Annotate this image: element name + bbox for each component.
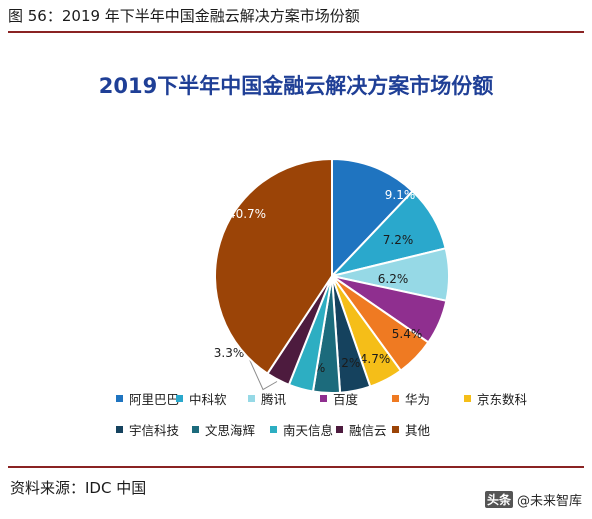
legend-label: 华为 [405,392,431,407]
legend-item: 南天信息 [270,420,333,439]
legend-item: 腾讯 [248,389,286,408]
pie-slice-11 [214,157,333,375]
toutiao-logo: 头条 [484,491,513,508]
legend-item: 京东数科 [464,389,527,408]
legend-swatch [270,426,277,433]
legend-item: 融信云 [336,420,387,439]
pie-slice-1 [331,157,415,279]
pie-chart: 2019下半年中国金融云解决方案市场份额 12.1% 9.1% 7.2% 6.2% 5.… [0,36,592,466]
legend-item: 宇信科技 [116,420,179,439]
data-label-3: 7.2% [383,233,414,247]
data-label-4: 6.2% [378,272,409,286]
legend-label: 京东数科 [477,392,528,407]
legend-swatch [116,426,123,433]
data-label-2: 9.1% [385,188,416,202]
legend-label: 百度 [333,392,359,407]
legend-item: 其他 [392,420,430,439]
legend-label: 阿里巴巴 [129,392,180,407]
legend-label: 腾讯 [261,392,287,407]
legend-item: 百度 [320,389,358,408]
data-label-1: 12.1% [349,148,387,162]
legend-label: 融信云 [349,423,387,438]
chart-title: 2019下半年中国金融云解决方案市场份额 [98,74,494,98]
data-label-11: 40.7% [228,207,266,221]
legend-item: 华为 [392,389,430,408]
legend-label: 文思海辉 [205,423,256,438]
legend-swatch [392,395,399,402]
data-label-10: 3.3% [214,346,245,360]
legend-item: 中科软 [176,389,227,408]
bottom-divider [8,466,584,468]
legend-label: 其他 [405,423,431,438]
legend-swatch [248,395,255,402]
legend-swatch [192,426,199,433]
legend-swatch [464,395,471,402]
figure-caption: 图 56：2019 年下半年中国金融云解决方案市场份额 [8,5,584,33]
source-note: 资料来源：IDC 中国 [10,479,147,497]
chart-legend: 阿里巴巴 中科软 腾讯 百度 华为 京东数科宇信科技 文思海辉 南天信息 融信云 其他 [0,36,592,466]
legend-swatch [392,426,399,433]
legend-swatch [336,426,343,433]
data-label-5: 5.4% [392,327,423,341]
legend-label: 宇信科技 [129,423,180,438]
legend-label: 南天信息 [283,423,334,438]
legend-swatch [116,395,123,402]
legend-item: 文思海辉 [192,420,255,439]
pie-svg: 12.1%9.1%7.2%6.2%5.4%4.7%4.2%3.7%3.4%3.3… [214,148,450,394]
legend-label: 中科软 [189,392,227,407]
legend-swatch [176,395,183,402]
legend-swatch [320,395,327,402]
watermark: 头条 @未来智库 [484,490,582,509]
legend-item: 阿里巴巴 [116,389,179,408]
leader-line [246,353,278,391]
data-label-6: 4.7% [360,352,391,366]
watermark-text: @未来智库 [516,494,582,509]
